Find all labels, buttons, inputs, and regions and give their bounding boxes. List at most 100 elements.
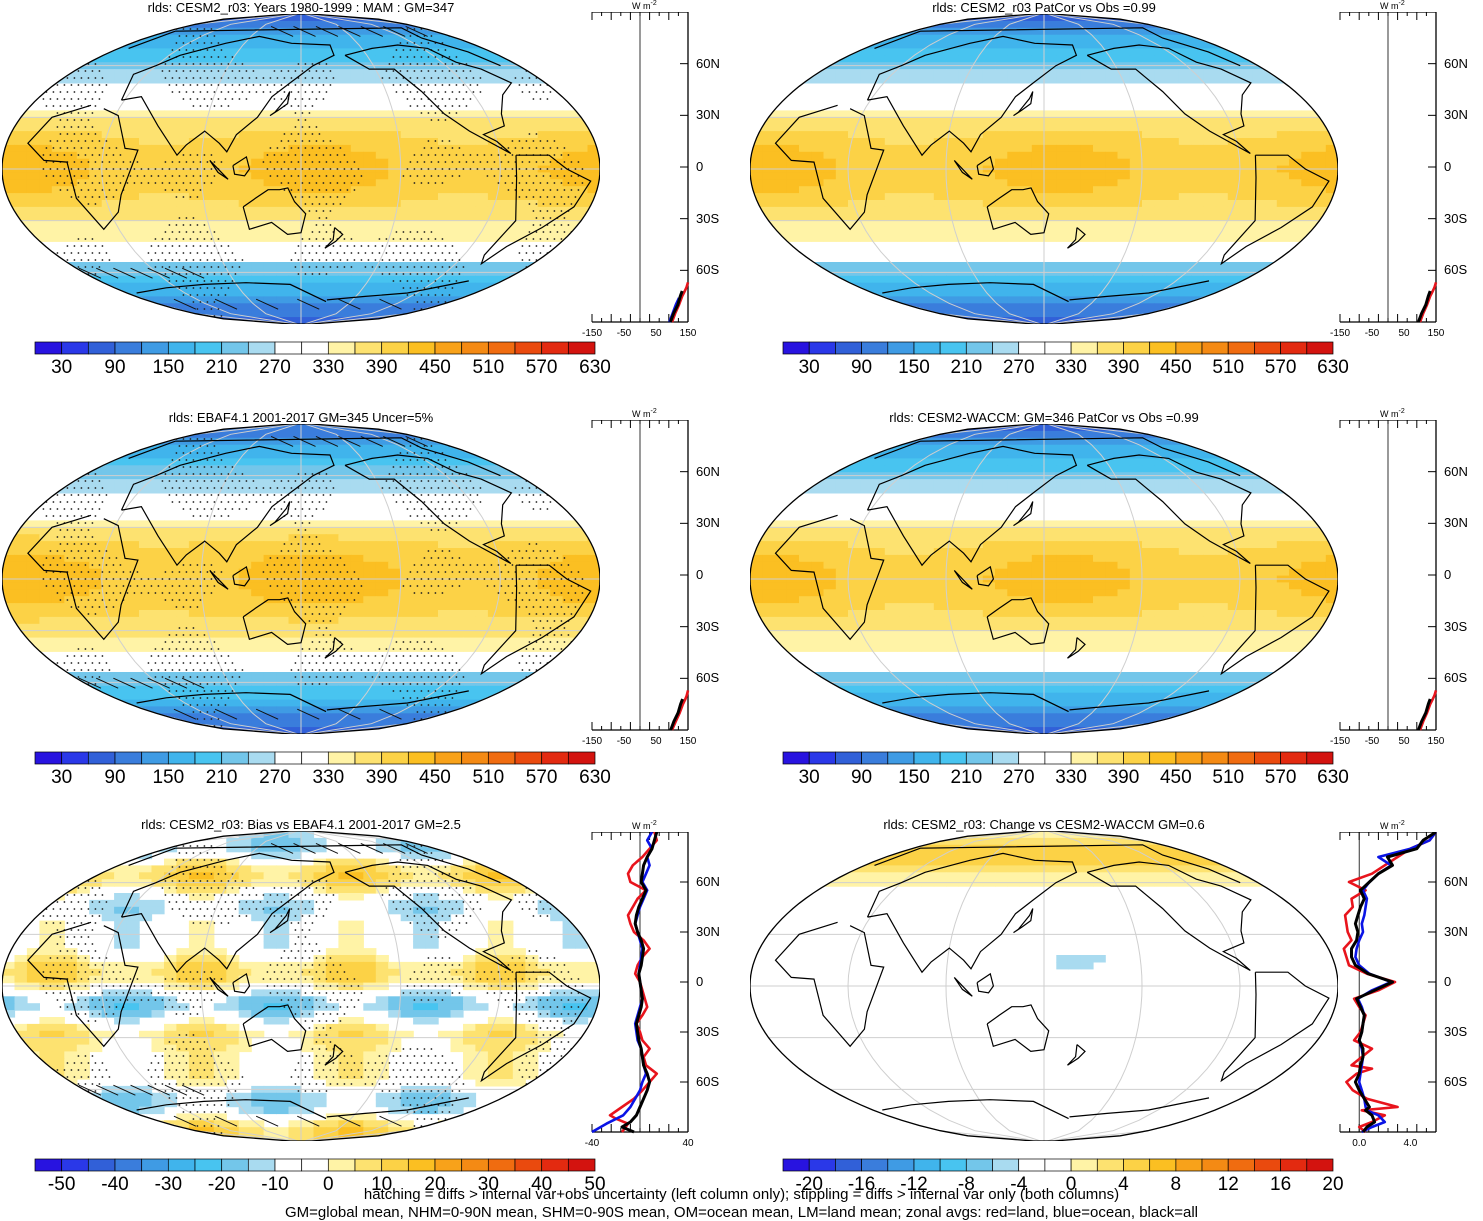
field-cell	[51, 55, 65, 63]
field-cell	[1117, 158, 1131, 167]
field-cell	[475, 206, 489, 215]
field-cell	[799, 62, 812, 70]
stipple-dot	[301, 196, 304, 198]
field-cell	[1215, 193, 1229, 201]
field-cell	[475, 213, 489, 222]
stipple-dot	[185, 63, 188, 65]
stipple-dot	[24, 77, 27, 79]
stipple-dot	[581, 238, 584, 240]
field-cell	[525, 179, 539, 187]
field-cell	[897, 193, 910, 201]
stipple-dot	[546, 56, 549, 58]
field-cell	[39, 317, 53, 324]
stipple-dot	[28, 266, 31, 268]
field-cell	[325, 186, 339, 194]
field-cell	[201, 179, 215, 187]
field-cell	[226, 76, 240, 84]
field-cell	[1007, 20, 1021, 29]
stipple-dot	[175, 252, 178, 254]
field-cell	[823, 275, 837, 284]
field-cell	[786, 275, 800, 284]
stipple-dot	[581, 266, 584, 268]
stipple-dot	[315, 126, 318, 128]
stipple-dot	[581, 182, 584, 184]
stipple-dot	[241, 77, 244, 79]
field-cell	[1056, 69, 1070, 77]
hatch-line	[379, 298, 402, 310]
stipple-dot	[59, 77, 62, 79]
field-cell	[1056, 262, 1070, 270]
field-cell	[958, 124, 972, 132]
field-cell	[263, 138, 277, 146]
field-cell	[1203, 144, 1217, 153]
field-cell	[1301, 110, 1315, 118]
field-cell	[39, 48, 53, 56]
stipple-dot	[192, 315, 195, 317]
field-cell	[823, 110, 837, 118]
stipple-dot	[52, 315, 55, 317]
stipple-dot	[518, 182, 521, 184]
stipple-dot	[294, 168, 297, 170]
stipple-dot	[203, 154, 206, 156]
field-cell	[151, 124, 165, 132]
field-cell	[438, 34, 452, 43]
field-cell	[1276, 69, 1290, 77]
stipple-dot	[206, 245, 209, 247]
field-cell	[897, 138, 910, 146]
field-cell	[1031, 48, 1045, 56]
field-cell	[1301, 268, 1315, 277]
field-cell	[425, 76, 439, 84]
field-cell	[575, 34, 589, 43]
stipple-dot	[528, 133, 531, 135]
field-cell	[450, 275, 464, 284]
field-cell	[958, 48, 972, 56]
field-cell	[2, 48, 16, 56]
stipple-dot	[409, 231, 412, 233]
field-cell	[400, 172, 414, 180]
stipple-dot	[371, 266, 374, 268]
field-cell	[276, 158, 290, 167]
field-cell	[1117, 69, 1131, 77]
field-cell	[995, 27, 1008, 36]
field-cell	[388, 124, 402, 132]
field-cell	[89, 41, 103, 50]
stipple-dot	[434, 84, 437, 86]
stipple-dot	[360, 245, 363, 247]
stipple-dot	[357, 182, 360, 184]
stipple-dot	[304, 77, 307, 79]
field-cell	[909, 234, 923, 242]
stipple-dot	[217, 70, 220, 72]
field-cell	[525, 76, 539, 84]
field-cell	[39, 206, 53, 215]
field-cell	[164, 186, 178, 194]
field-cell	[1129, 34, 1143, 43]
field-cell	[1325, 20, 1338, 29]
field-cell	[909, 289, 923, 298]
field-cell	[325, 138, 339, 146]
field-cell	[958, 213, 972, 222]
field-cell	[288, 186, 302, 194]
field-cell	[1227, 41, 1241, 50]
field-cell	[860, 262, 874, 270]
field-cell	[1191, 124, 1204, 132]
field-cell	[1276, 62, 1290, 70]
field-cell	[1252, 262, 1266, 270]
field-cell	[774, 117, 788, 125]
stipple-dot	[189, 84, 192, 86]
field-cell	[301, 186, 315, 194]
stipple-dot	[322, 168, 325, 170]
field-cell	[1142, 179, 1155, 187]
stipple-dot	[350, 252, 353, 254]
field-cell	[500, 172, 514, 180]
field-cell	[562, 14, 576, 22]
field-cell	[388, 69, 402, 77]
stipple-dot	[416, 77, 419, 79]
field-cell	[1031, 158, 1045, 167]
field-cell	[475, 200, 489, 208]
field-cell	[176, 296, 190, 304]
field-cell	[425, 48, 439, 56]
field-cell	[400, 158, 414, 167]
stipple-dot	[206, 77, 209, 79]
field-cell	[786, 20, 800, 29]
field-cell	[921, 158, 935, 167]
